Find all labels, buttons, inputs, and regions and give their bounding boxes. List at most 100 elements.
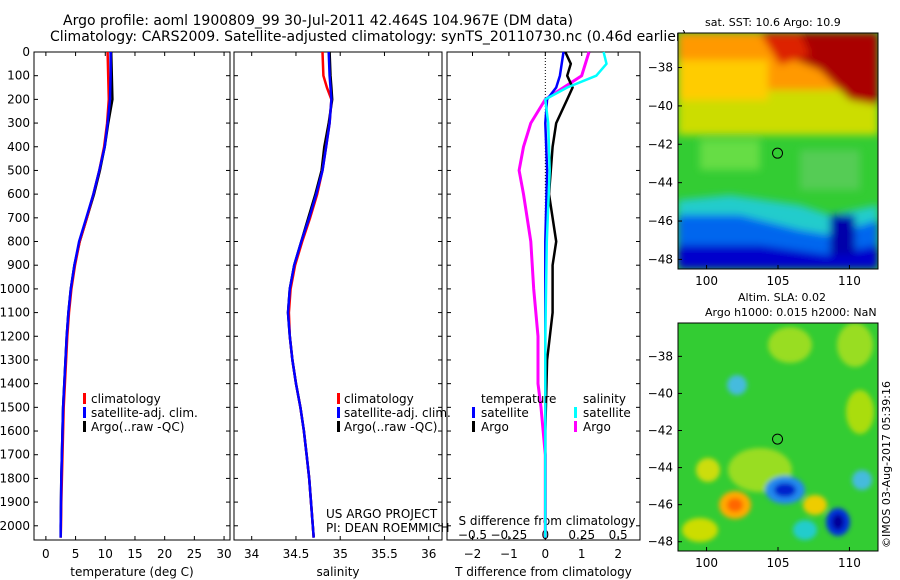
map-y-tick-label: −42 (648, 424, 673, 438)
y-tick-label: 900 (7, 258, 30, 272)
argo-location-marker (772, 147, 784, 159)
x-tick-label: 25 (187, 547, 202, 561)
x-tick-label: 2 (614, 547, 622, 561)
x-tick-label: −2 (464, 547, 482, 561)
y-tick-label: 1800 (0, 471, 30, 485)
imos-stamp: ©IMOS 03-Aug-2017 05:39:16 (880, 381, 893, 548)
x-tick-label: 0 (542, 547, 550, 561)
y-tick-label: 2000 (0, 519, 30, 533)
map-y-tick-label: −44 (648, 461, 673, 475)
diff-line-salinity-argo (517, 51, 591, 538)
y-tick-label: 500 (7, 163, 30, 177)
x-tick-label: 20 (157, 547, 172, 561)
legend-swatch (337, 393, 340, 404)
temperature-line-satellite (59, 52, 112, 538)
x-tick-label: 30 (216, 547, 231, 561)
map-y-tick-label: −46 (648, 498, 673, 512)
map-y-tick-label: −38 (648, 61, 673, 75)
sst-map-axes: 100 105 110 −38 −40 −42 −44 −46 −48 (648, 61, 861, 288)
diff-line-salinity-satellite (544, 51, 608, 538)
map-x-tick-label: 105 (767, 274, 790, 288)
y-tick-label: 0 (22, 45, 30, 59)
x2-tick-label: 0.25 (568, 528, 595, 542)
legend-swatch (574, 421, 577, 432)
difference-plot: −2 −1 0 1 2 T difference from climatology −0.5… (447, 51, 640, 579)
legend-label: satellite (481, 406, 529, 420)
project-credit-line2: PI: DEAN ROEMMICH (326, 521, 449, 535)
salinity-panel-frame (233, 51, 443, 541)
sst-map-title: sat. SST: 10.6 Argo: 10.9 (705, 16, 841, 29)
map-x-tick-label: 105 (767, 556, 790, 570)
y-tick-label: 1600 (0, 424, 30, 438)
argo-location-marker (772, 433, 784, 445)
salinity-line-satellite (286, 51, 333, 538)
legend-label: climatology (91, 392, 161, 406)
legend-swatch (337, 421, 340, 432)
x2-tick-label: 0.5 (609, 528, 628, 542)
map-x-tick-label: 100 (695, 274, 718, 288)
temperature-panel-frame (33, 51, 231, 541)
x2-tick-label: −0.25 (491, 528, 528, 542)
y-tick-label: 1200 (0, 329, 30, 343)
difference-panel-frame (446, 51, 641, 541)
legend-header-salinity: salinity (583, 392, 626, 406)
y-tick-label: 800 (7, 235, 30, 249)
y-tick-label: 300 (7, 116, 30, 130)
x2-tick-label: −0.5 (458, 528, 487, 542)
map-y-tick-label: −40 (648, 99, 673, 113)
map-x-tick-label: 110 (838, 556, 861, 570)
map-y-tick-label: −44 (648, 176, 673, 190)
legend-label: satellite-adj. clim. (344, 406, 451, 420)
map-y-tick-label: −48 (648, 252, 673, 266)
x-tick-label: −1 (500, 547, 518, 561)
legend-header-temperature: temperature (481, 392, 556, 406)
legend-swatch (472, 421, 475, 432)
legend-label: satellite-adj. clim. (91, 406, 198, 420)
sla-map-title-line1: Altim. SLA: 0.02 (738, 291, 826, 304)
y-tick-label: 1500 (0, 400, 30, 414)
x-tick-label: 5 (72, 547, 80, 561)
y-tick-label: 200 (7, 92, 30, 106)
sla-map-axes: 100 105 110 −38 −40 −42 −44 −46 −48 (648, 349, 861, 570)
map-y-tick-label: −48 (648, 535, 673, 549)
legend-swatch (337, 407, 340, 418)
legend-swatch (472, 407, 475, 418)
figure-title-line1: Argo profile: aoml 1900809_99 30-Jul-201… (63, 13, 574, 29)
map-x-tick-label: 110 (838, 274, 861, 288)
legend-label: Argo(..raw -QC) (344, 420, 437, 434)
x-tick-label: 34.5 (283, 547, 310, 561)
sst-map-image (678, 33, 878, 269)
figure-title-line2: Climatology: CARS2009. Satellite-adjuste… (50, 29, 688, 45)
y-tick-label: 1400 (0, 377, 30, 391)
x-tick-label: 36 (421, 547, 436, 561)
x-tick-label: 35 (333, 547, 348, 561)
x-axis-label: temperature (deg C) (70, 565, 193, 579)
legend-swatch (83, 393, 86, 404)
legend-swatch (574, 407, 577, 418)
legend-swatch (83, 407, 86, 418)
x-tick-label: 0 (42, 547, 50, 561)
salinity-plot: 34 34.5 35 35.5 36 salinity climatologysatelli… (234, 51, 451, 579)
y-tick-label: 100 (7, 69, 30, 83)
y-tick-label: 1100 (0, 306, 30, 320)
temperature-plot: 0100200300400500600700800900100011001200… (0, 45, 232, 579)
project-credit-line1: US ARGO PROJECT (326, 507, 438, 521)
y-tick-label: 1300 (0, 353, 30, 367)
legend-label: Argo (583, 420, 611, 434)
x-tick-label: 15 (127, 547, 142, 561)
map-y-tick-label: −46 (648, 214, 673, 228)
y-tick-label: 1900 (0, 495, 30, 509)
x-axis-label: T difference from climatology (454, 565, 632, 579)
x-tick-label: 35.5 (371, 547, 398, 561)
x-tick-label: 10 (98, 547, 113, 561)
x-axis-label: salinity (316, 565, 359, 579)
legend-swatch (83, 421, 86, 432)
y-tick-label: 400 (7, 140, 30, 154)
legend-label: Argo (481, 420, 509, 434)
y-tick-label: 1700 (0, 448, 30, 462)
legend-label: Argo(..raw -QC) (91, 420, 184, 434)
sla-map-title-line2: Argo h1000: 0.015 h2000: NaN (705, 306, 877, 319)
y-tick-label: 700 (7, 211, 30, 225)
map-x-tick-label: 100 (695, 556, 718, 570)
